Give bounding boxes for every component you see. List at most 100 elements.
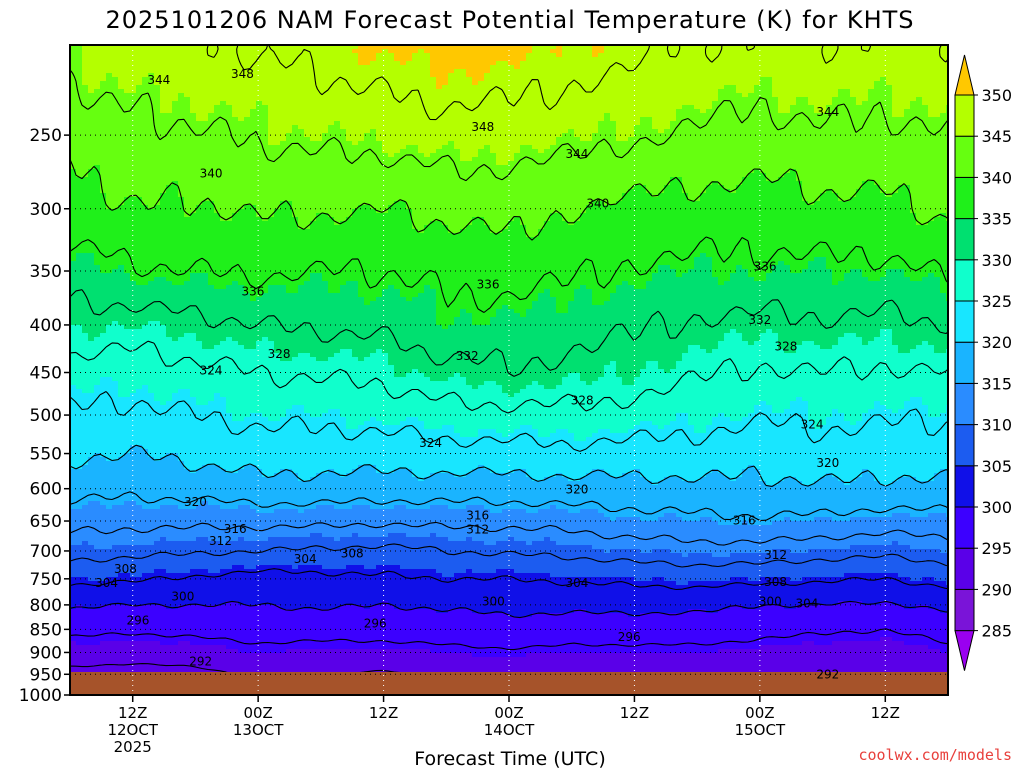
heatmap-cell [616,121,641,126]
heatmap-cell [760,477,785,482]
heatmap-cell [172,105,191,110]
heatmap-cell [862,273,887,278]
heatmap-cell [358,205,371,210]
heatmap-cell [754,89,773,94]
heatmap-cell [832,345,899,350]
heatmap-cell [160,89,719,94]
heatmap-cell [892,105,911,110]
heatmap-cell [550,505,557,510]
heatmap-cell [922,341,929,346]
heatmap-cell [328,285,341,290]
heatmap-cell [520,313,527,318]
heatmap-cell [538,429,557,434]
heatmap-cell [232,213,257,218]
heatmap-cell [70,609,437,614]
heatmap-cell [460,433,479,438]
colorbar-label: 310 [981,416,1012,435]
heatmap-cell [484,541,497,546]
heatmap-cell [244,537,269,542]
heatmap-cell [928,341,948,346]
heatmap-cell [526,473,557,478]
heatmap-cell [88,337,95,342]
heatmap-cell [94,261,695,266]
heatmap-cell [526,233,539,238]
heatmap-cell [178,337,197,342]
heatmap-cell [340,121,599,126]
heatmap-cell [406,297,413,302]
heatmap-cell [160,109,173,114]
heatmap-cell [70,657,948,662]
heatmap-cell [724,281,833,286]
heatmap-cell [184,281,209,286]
x-tick-label: 00Z [745,704,774,722]
heatmap-cell [922,101,948,106]
heatmap-cell [634,129,659,134]
heatmap-cell [364,357,389,362]
heatmap-cell [190,569,209,574]
heatmap-cell [70,517,611,522]
heatmap-cell [322,565,347,570]
colorbar-label: 335 [981,210,1012,229]
heatmap-cell [928,113,941,118]
heatmap-cell [916,213,941,218]
heatmap-cell [406,373,425,378]
heatmap-cell [436,569,467,574]
heatmap-cell [736,89,755,94]
heatmap-cell [244,565,257,570]
heatmap-cell [178,181,671,186]
heatmap-cell [574,297,593,302]
heatmap-cell [346,281,359,286]
heatmap-cell [298,565,323,570]
heatmap-cell [250,297,257,302]
heatmap-cell [838,93,851,98]
heatmap-cell [358,357,365,362]
heatmap-cell [946,405,948,410]
x-tick-label: 00Z [243,704,272,722]
heatmap-cell [406,61,431,66]
heatmap-cell [796,97,809,102]
heatmap-cell [910,201,948,206]
heatmap-cell [364,297,377,302]
heatmap-cell [790,401,809,406]
heatmap-cell [844,333,857,338]
heatmap-cell [130,449,149,454]
heatmap-cell [232,281,239,286]
colorbar-swatch [954,424,975,467]
heatmap-cell [82,325,107,330]
heatmap-cell [880,189,899,194]
heatmap-cell [70,593,948,598]
heatmap-cell [610,117,641,122]
heatmap-cell [754,465,948,470]
heatmap-cell [430,473,455,478]
contour-label: 296 [364,617,387,631]
heatmap-cell [208,401,227,406]
heatmap-cell [166,189,179,194]
heatmap-cell [142,77,155,82]
heatmap-cell [106,457,119,462]
heatmap-cell [940,281,948,286]
heatmap-cell [88,89,95,94]
x-tick-label: 12OCT [107,721,158,739]
heatmap-cell [70,653,473,658]
heatmap-cell [142,197,161,202]
heatmap-cell [472,569,497,574]
heatmap-cell [652,121,671,126]
heatmap-cell [118,77,143,82]
heatmap-cell [388,353,683,358]
heatmap-cell [868,341,893,346]
heatmap-cell [538,293,551,298]
heatmap-cell [646,189,665,194]
heatmap-cell [556,309,569,314]
heatmap-cell [766,401,791,406]
heatmap-cell [802,577,911,582]
heatmap-cell [700,517,713,522]
heatmap-cell [544,221,569,226]
heatmap-cell [538,297,557,302]
heatmap-cell [538,381,563,386]
heatmap-cell [346,417,371,422]
heatmap-cell [550,213,563,218]
heatmap-cell [100,189,167,194]
heatmap-cell [604,113,611,118]
heatmap-cell [766,329,773,334]
